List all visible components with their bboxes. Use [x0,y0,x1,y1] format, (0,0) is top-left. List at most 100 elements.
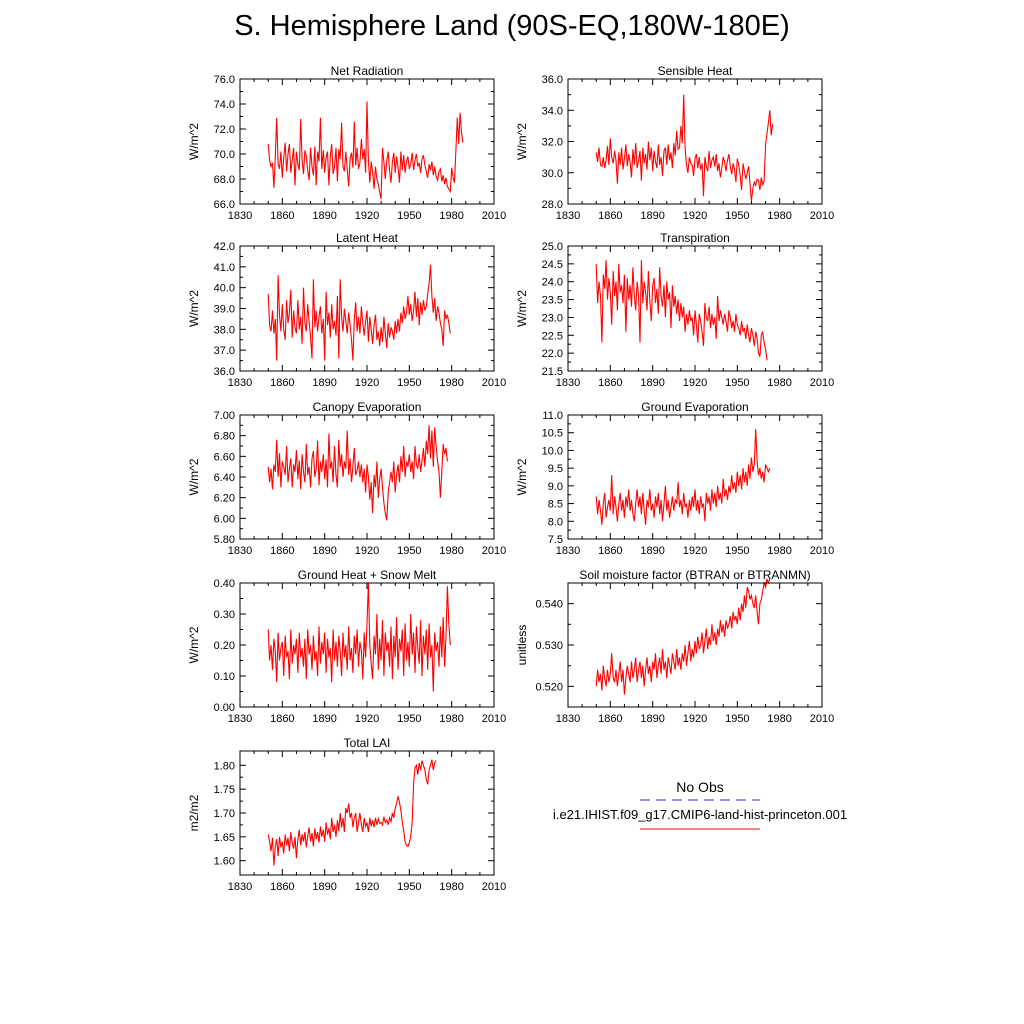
y-tick-label: 39.0 [214,304,235,316]
y-axis-label: W/m^2 [515,123,529,160]
x-tick-label: 1950 [725,210,749,222]
x-tick-label: 1920 [355,377,379,389]
y-tick-label: 23.0 [542,312,563,324]
x-tick-label: 1860 [270,713,294,725]
y-tick-label: 0.530 [535,640,563,652]
x-tick-label: 1920 [355,881,379,893]
y-tick-label: 70.0 [214,149,235,161]
chart-panel-7: Soil moisture factor (BTRAN or BTRANMN) u… [515,568,834,725]
y-tick-label: 0.30 [214,609,235,621]
chart-title: Latent Heat [336,231,399,245]
x-tick-label: 1890 [640,713,664,725]
y-tick-label: 0.520 [535,681,563,693]
x-tick-label: 1980 [439,545,463,557]
y-tick-label: 72.0 [214,124,235,136]
y-tick-label: 68.0 [214,174,235,186]
x-tick-label: 1860 [598,545,622,557]
y-tick-label: 10.5 [542,428,563,440]
series-line [267,759,437,866]
series-line [267,425,448,521]
x-tick-label: 2010 [482,210,506,222]
plot-frame [239,78,495,205]
y-tick-label: 36.0 [214,366,235,378]
x-tick-label: 1950 [725,545,749,557]
y-tick-label: 0.10 [214,671,235,683]
chart-title: Ground Evaporation [641,400,748,414]
x-tick-label: 1980 [767,545,791,557]
x-tick-label: 1920 [683,713,707,725]
y-tick-label: 5.80 [214,534,235,546]
x-tick-label: 1890 [640,377,664,389]
x-tick-label: 1830 [556,210,580,222]
y-tick-label: 42.0 [214,241,235,253]
y-tick-label: 76.0 [214,74,235,86]
y-tick-label: 41.0 [214,262,235,274]
legend-obs-label: No Obs [676,779,724,795]
x-tick-label: 1980 [767,377,791,389]
x-tick-label: 1890 [640,545,664,557]
x-tick-label: 1830 [228,545,252,557]
y-tick-label: 37.0 [214,345,235,357]
x-tick-label: 1920 [683,377,707,389]
x-tick-label: 1860 [598,713,622,725]
y-tick-label: 7.00 [214,410,235,422]
y-tick-label: 6.40 [214,472,235,484]
x-tick-label: 1890 [312,210,336,222]
x-tick-label: 1860 [598,210,622,222]
x-tick-label: 1860 [270,377,294,389]
x-tick-label: 1980 [439,210,463,222]
x-tick-label: 1950 [397,713,421,725]
chart-panel-4: Canopy Evaporation W/m^2 1830 1860 1890 1920 1… [187,400,506,557]
x-tick-label: 1950 [397,210,421,222]
y-axis-label: W/m^2 [187,290,201,327]
y-axis-label: W/m^2 [187,458,201,495]
series-line [595,429,771,525]
x-tick-label: 1830 [556,713,580,725]
chart-panel-2: Latent Heat W/m^2 1830 1860 1890 1920 1950 1980… [187,231,506,389]
x-tick-label: 1980 [439,881,463,893]
x-tick-label: 1860 [270,881,294,893]
x-tick-label: 1950 [397,377,421,389]
x-tick-label: 2010 [482,377,506,389]
series-line [595,578,771,695]
series-line [267,101,464,200]
y-tick-label: 0.20 [214,640,235,652]
y-axis-label: W/m^2 [515,458,529,495]
x-tick-label: 1830 [228,210,252,222]
chart-title: Total LAI [344,736,391,750]
x-tick-label: 1920 [355,210,379,222]
x-tick-label: 1830 [228,713,252,725]
y-tick-label: 7.5 [548,534,563,546]
y-tick-label: 0.40 [214,578,235,590]
x-tick-label: 1860 [598,377,622,389]
x-tick-label: 1920 [355,545,379,557]
chart-title: Transpiration [660,231,730,245]
x-tick-label: 2010 [810,545,834,557]
chart-panel-3: Transpiration W/m^2 1830 1860 1890 1920 1950 19… [515,231,834,389]
x-tick-label: 1980 [767,713,791,725]
y-tick-label: 1.80 [214,760,235,772]
y-tick-label: 24.0 [542,277,563,289]
x-tick-label: 1950 [725,713,749,725]
x-tick-label: 1980 [439,377,463,389]
x-tick-label: 1950 [397,545,421,557]
y-tick-label: 8.5 [548,499,563,511]
series-line [595,94,774,201]
y-tick-label: 9.0 [548,481,563,493]
y-tick-label: 6.60 [214,451,235,463]
x-tick-label: 1830 [228,881,252,893]
x-tick-label: 2010 [810,377,834,389]
x-tick-label: 1890 [312,713,336,725]
y-tick-label: 40.0 [214,283,235,295]
y-tick-label: 6.80 [214,431,235,443]
x-tick-label: 2010 [482,545,506,557]
y-tick-label: 10.0 [542,445,563,457]
chart-panel-0: Net Radiation W/m^2 1830 1860 1890 1920 1950 19… [187,64,506,222]
page-title: S. Hemisphere Land (90S-EQ,180W-180E) [234,10,790,42]
y-tick-label: 32.0 [542,137,563,149]
x-tick-label: 1830 [556,377,580,389]
plot-frame [239,750,495,876]
y-tick-label: 6.00 [214,513,235,525]
y-tick-label: 22.0 [542,348,563,360]
